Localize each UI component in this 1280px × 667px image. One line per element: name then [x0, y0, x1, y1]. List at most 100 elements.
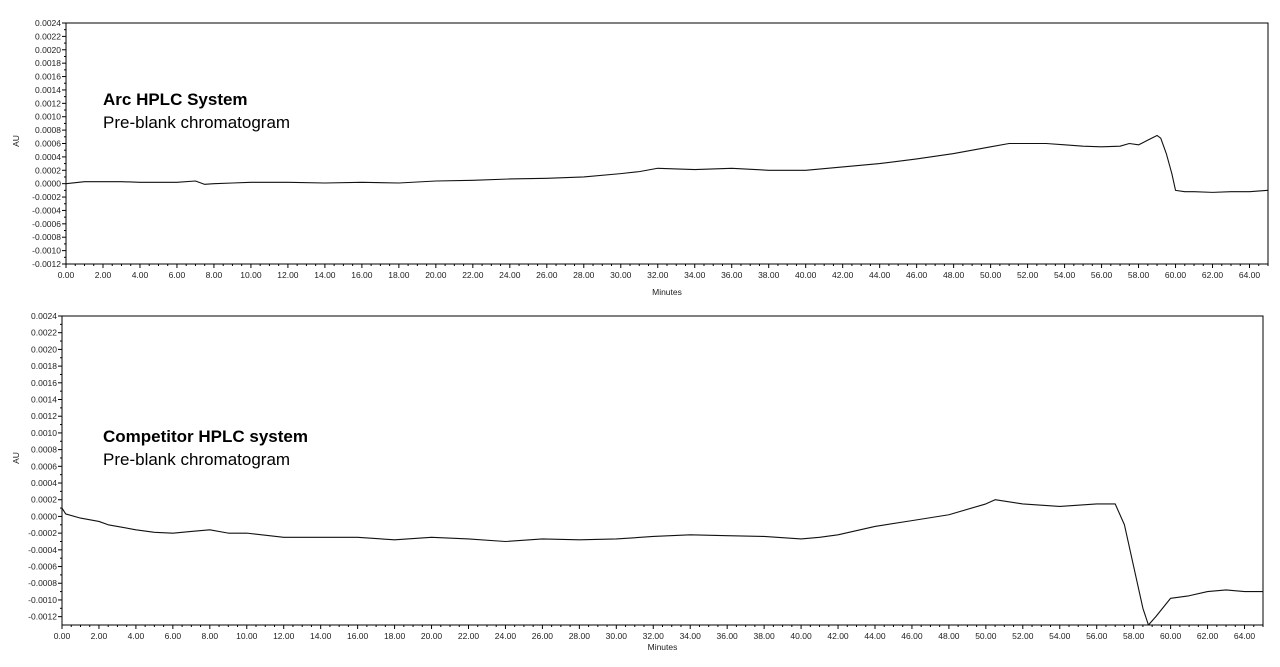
x-tick-label: 24.00 [499, 270, 521, 280]
y-tick-label: 0.0004 [31, 478, 57, 488]
x-tick-label: 0.00 [58, 270, 75, 280]
y-tick-label: -0.0004 [32, 205, 61, 215]
x-tick-label: 24.00 [495, 631, 517, 641]
x-tick-label: 38.00 [753, 631, 775, 641]
x-axis-title: Minutes [648, 642, 678, 652]
x-tick-label: 64.00 [1234, 631, 1256, 641]
x-tick-label: 10.00 [240, 270, 262, 280]
y-tick-label: 0.0020 [35, 45, 61, 55]
x-tick-label: 8.00 [206, 270, 223, 280]
x-tick-label: 16.00 [351, 270, 373, 280]
y-tick-label: 0.0004 [35, 152, 61, 162]
x-axis-title: Minutes [652, 287, 682, 297]
x-tick-label: 30.00 [606, 631, 628, 641]
x-tick-label: 28.00 [573, 270, 595, 280]
x-tick-label: 42.00 [827, 631, 849, 641]
x-tick-label: 0.00 [54, 631, 71, 641]
y-tick-label: 0.0010 [35, 112, 61, 122]
y-tick-label: -0.0006 [28, 562, 57, 572]
x-tick-label: 16.00 [347, 631, 369, 641]
y-tick-label: -0.0008 [28, 578, 57, 588]
x-tick-label: 44.00 [864, 631, 886, 641]
x-tick-label: 50.00 [980, 270, 1002, 280]
y-tick-label: 0.0016 [35, 72, 61, 82]
y-tick-label: 0.0006 [31, 461, 57, 471]
x-tick-label: 52.00 [1012, 631, 1034, 641]
x-tick-label: 50.00 [975, 631, 997, 641]
y-tick-label: 0.0006 [35, 139, 61, 149]
y-axis-title: AU [11, 135, 21, 147]
y-tick-label: 0.0012 [31, 411, 57, 421]
x-tick-label: 58.00 [1123, 631, 1145, 641]
y-tick-label: -0.0002 [32, 192, 61, 202]
y-tick-label: 0.0024 [31, 311, 57, 321]
x-tick-label: 56.00 [1091, 270, 1113, 280]
x-tick-label: 20.00 [425, 270, 447, 280]
chart-svg: 0.0024 0.0022 0.0020 0.0018 0.0016 0.0014 0.00… [11, 18, 1269, 297]
y-tick-label: 0.0002 [35, 165, 61, 175]
x-tick-label: 6.00 [165, 631, 182, 641]
x-tick-label: 8.00 [202, 631, 219, 641]
x-tick-label: 48.00 [938, 631, 960, 641]
x-tick-label: 40.00 [795, 270, 817, 280]
y-tick-label: -0.0012 [28, 612, 57, 622]
y-tick-label: 0.0012 [35, 98, 61, 108]
x-tick-label: 42.00 [832, 270, 854, 280]
x-tick-label: 54.00 [1049, 631, 1071, 641]
x-tick-label: 48.00 [943, 270, 965, 280]
x-tick-label: 58.00 [1128, 270, 1150, 280]
x-tick-label: 62.00 [1202, 270, 1224, 280]
x-tick-label: 20.00 [421, 631, 443, 641]
x-tick-label: 36.00 [721, 270, 743, 280]
chart-competitor-hplc: 0.0024 0.0022 0.0020 0.0018 0.0016 0.0014 0.00… [0, 304, 1280, 667]
x-tick-label: 14.00 [310, 631, 332, 641]
y-tick-label: 0.0022 [35, 31, 61, 41]
x-tick-label: 32.00 [643, 631, 665, 641]
series-line [65, 134, 1269, 193]
x-tick-label: 52.00 [1017, 270, 1039, 280]
y-tick-label: 0.0002 [31, 495, 57, 505]
y-tick-label: 0.0018 [35, 58, 61, 68]
y-tick-label: -0.0004 [28, 545, 57, 555]
x-tick-label: 34.00 [684, 270, 706, 280]
x-tick-label: 26.00 [532, 631, 554, 641]
x-tick-label: 36.00 [717, 631, 739, 641]
x-tick-label: 64.00 [1239, 270, 1261, 280]
x-tick-label: 28.00 [569, 631, 591, 641]
x-tick-label: 4.00 [132, 270, 149, 280]
x-tick-label: 18.00 [384, 631, 406, 641]
chart-title: Competitor HPLC system [103, 427, 308, 446]
x-tick-label: 26.00 [536, 270, 558, 280]
x-tick-label: 2.00 [91, 631, 108, 641]
x-tick-label: 22.00 [462, 270, 484, 280]
x-tick-label: 4.00 [128, 631, 145, 641]
y-tick-label: 0.0020 [31, 344, 57, 354]
x-tick-label: 38.00 [758, 270, 780, 280]
y-tick-label: 0.0000 [35, 179, 61, 189]
x-tick-label: 56.00 [1086, 631, 1108, 641]
x-tick-label: 32.00 [647, 270, 669, 280]
x-tick-label: 12.00 [277, 270, 299, 280]
x-tick-label: 10.00 [236, 631, 258, 641]
y-tick-label: -0.0002 [28, 528, 57, 538]
x-tick-label: 60.00 [1160, 631, 1182, 641]
x-tick-label: 12.00 [273, 631, 295, 641]
x-tick-label: 46.00 [901, 631, 923, 641]
chart-arc-hplc: 0.0024 0.0022 0.0020 0.0018 0.0016 0.0014 0.00… [0, 0, 1280, 304]
x-tick-label: 6.00 [169, 270, 186, 280]
x-tick-label: 22.00 [458, 631, 480, 641]
y-tick-label: 0.0010 [31, 428, 57, 438]
y-axis-title: AU [11, 452, 21, 464]
x-tick-label: 46.00 [906, 270, 928, 280]
chart-title: Arc HPLC System [103, 90, 248, 109]
x-tick-label: 62.00 [1197, 631, 1219, 641]
y-tick-label: -0.0012 [32, 259, 61, 269]
y-tick-label: 0.0008 [31, 445, 57, 455]
plot-frame [65, 22, 1269, 265]
x-tick-label: 2.00 [95, 270, 112, 280]
chart-subtitle: Pre-blank chromatogram [103, 450, 290, 469]
y-tick-label: -0.0010 [32, 246, 61, 256]
x-tick-label: 30.00 [610, 270, 632, 280]
y-tick-label: -0.0006 [32, 219, 61, 229]
plot-frame [61, 315, 1264, 626]
